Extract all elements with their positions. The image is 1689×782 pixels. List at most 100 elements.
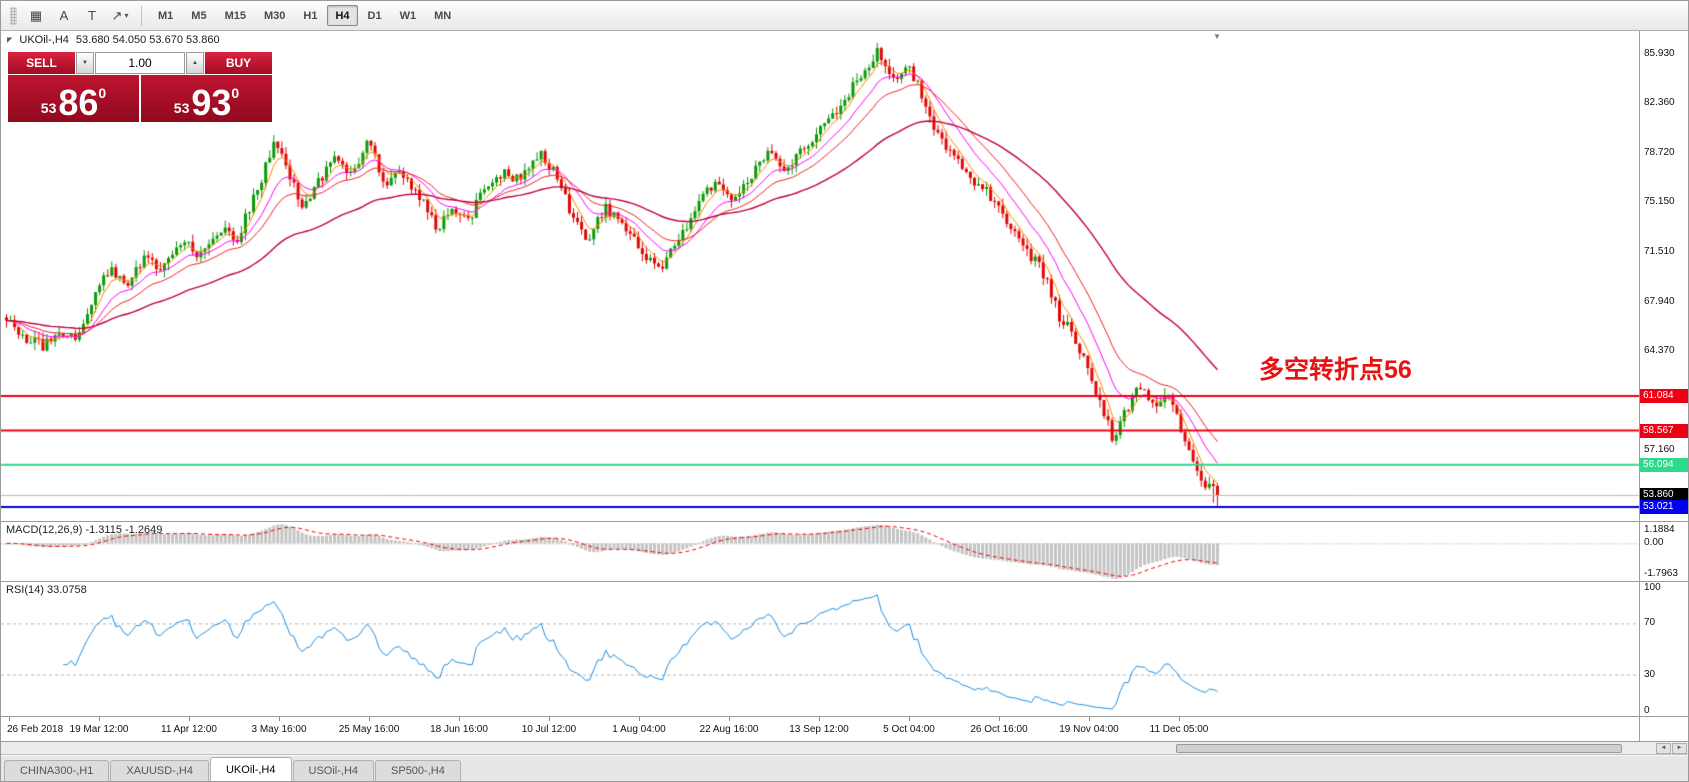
text-label-icon[interactable]: A: [51, 5, 77, 27]
price-tick-label: 64.370: [1644, 344, 1675, 356]
bid-big-digits: 86: [58, 81, 99, 123]
rsi-pane: RSI(14) 33.0758 100 70 30 0: [1, 582, 1688, 717]
time-label: 19 Mar 12:00: [69, 724, 129, 735]
macd-canvas[interactable]: [1, 522, 1639, 581]
price-level-label: 53.860: [1640, 488, 1688, 503]
time-tick-mark: [639, 717, 640, 721]
price-chart-canvas[interactable]: [1, 31, 1639, 521]
time-axis[interactable]: 26 Feb 2018 19 Mar 12:00 11 Apr 12:00 3 May…: [1, 717, 1688, 742]
time-label: 5 Oct 04:00: [883, 724, 935, 735]
tab-china300-h1[interactable]: CHINA300-,H1: [4, 760, 110, 781]
time-label: 25 May 16:00: [338, 724, 400, 735]
chart-symbol-period: UKOil-,H4: [19, 34, 69, 46]
one-click-trading-panel: SELL ▼ ▲ BUY 53 86 0 53: [8, 52, 272, 122]
time-tick-mark: [189, 717, 190, 721]
scrollbar-track[interactable]: [2, 742, 1655, 754]
buy-button[interactable]: BUY: [205, 52, 272, 74]
chart-marker-icon: ◤: [7, 37, 13, 44]
pattern-icon[interactable]: ▦: [23, 5, 49, 27]
time-tick-mark: [9, 717, 10, 721]
time-label: 10 Jul 12:00: [521, 724, 577, 735]
rsi-scale-label: 30: [1644, 668, 1656, 680]
timeframe-mn-button[interactable]: MN: [434, 9, 452, 22]
rsi-plot: RSI(14) 33.0758: [1, 582, 1639, 716]
timeframe-h4-button[interactable]: H4: [327, 5, 358, 26]
time-axis-corner: [1639, 717, 1688, 741]
time-label: 11 Apr 12:00: [161, 724, 217, 735]
price-tick-label: 57.160: [1644, 443, 1675, 455]
chart-tab-bar: CHINA300-,H1 XAUUSD-,H4 UKOil-,H4 USOil-,H4…: [1, 755, 1688, 781]
price-tick-label: 85.930: [1644, 47, 1675, 59]
tab-sp500-h4[interactable]: SP500-,H4: [375, 760, 461, 781]
macd-scale-label: -1.7963: [1644, 568, 1678, 579]
chart-workspace: ◤ UKOil-,H4 53.680 54.050 53.670 53.860 …: [1, 31, 1688, 742]
time-axis-labels: 26 Feb 2018 19 Mar 12:00 11 Apr 12:00 3 May…: [1, 717, 1639, 741]
timeframe-w1-button[interactable]: W1: [399, 9, 417, 22]
ask-superscript: 0: [231, 85, 240, 101]
macd-plot: MACD(12,26,9) -1.3115 -1.2649: [1, 522, 1639, 581]
volume-input[interactable]: [95, 52, 185, 74]
tab-usoil-h4[interactable]: USOil-,H4: [292, 760, 375, 781]
buy-price-display[interactable]: 53 93 0: [141, 75, 272, 122]
time-label: 26 Feb 2018: [7, 724, 64, 735]
time-tick-mark: [549, 717, 550, 721]
order-entry-row: SELL ▼ ▲ BUY: [8, 52, 272, 74]
timeframe-m1-button[interactable]: M1: [158, 9, 174, 22]
drawing-tools-group: ▦ A T ↗ ▾: [22, 5, 134, 27]
timeframe-m5-button[interactable]: M5: [191, 9, 207, 22]
bid-superscript: 0: [98, 85, 107, 101]
price-tick-label: 71.510: [1644, 246, 1675, 258]
macd-label: MACD(12,26,9) -1.3115 -1.2649: [6, 524, 163, 536]
macd-scale-label: 0.00: [1644, 537, 1664, 549]
rsi-canvas[interactable]: [1, 582, 1639, 716]
time-label: 13 Sep 12:00: [789, 724, 849, 735]
price-axis[interactable]: 85.930 82.360 78.720 75.150 71.510 67.940 64.3…: [1639, 31, 1688, 521]
shapes-icon[interactable]: ↗ ▾: [107, 5, 133, 27]
scroll-left-button[interactable]: ◄: [1656, 742, 1671, 754]
ask-prefix: 53: [173, 100, 190, 116]
rsi-scale-label: 100: [1644, 582, 1661, 593]
rsi-scale-label: 0: [1644, 705, 1650, 716]
chart-shift-marker-icon[interactable]: ▼: [1212, 32, 1221, 41]
price-level-label: 53.021: [1640, 499, 1688, 514]
price-level-label: 56.094: [1640, 457, 1688, 472]
time-label: 11 Dec 05:00: [1149, 724, 1209, 735]
price-chart-pane: ◤ UKOil-,H4 53.680 54.050 53.670 53.860 …: [1, 31, 1688, 522]
dropdown-caret-icon: ▾: [124, 11, 129, 20]
volume-decrease-button[interactable]: ▼: [76, 52, 94, 74]
timeframe-group: M1 M5 M15 M30 H1 H4 D1 W1 MN: [149, 5, 460, 26]
price-tick-label: 82.360: [1644, 97, 1675, 109]
price-level-label: 58.567: [1640, 423, 1688, 438]
time-label: 18 Jun 16:00: [430, 724, 488, 735]
chart-annotation-text: 多空转折点56: [1259, 355, 1412, 384]
horizontal-scrollbar: ◄ ►: [1, 742, 1688, 755]
ask-big-digits: 93: [191, 81, 232, 123]
price-tick-label: 78.720: [1644, 147, 1675, 159]
price-level-label: 61.084: [1640, 388, 1688, 403]
price-tick-label: 75.150: [1644, 196, 1675, 208]
text-box-icon[interactable]: T: [79, 5, 105, 27]
volume-increase-button[interactable]: ▲: [186, 52, 204, 74]
macd-pane: MACD(12,26,9) -1.3115 -1.2649 1.1884 0.00…: [1, 522, 1688, 582]
chart-ohlc-values: 53.680 54.050 53.670 53.860: [75, 34, 220, 46]
time-tick-mark: [1089, 717, 1090, 721]
timeframe-m15-button[interactable]: M15: [224, 9, 246, 22]
rsi-axis[interactable]: 100 70 30 0: [1639, 582, 1688, 716]
pattern-icon: ▦: [29, 7, 43, 23]
text-box-icon: T: [88, 8, 96, 23]
tab-xauusd-h4[interactable]: XAUUSD-,H4: [110, 760, 209, 781]
bid-ask-row: 53 86 0 53 93 0: [8, 75, 272, 122]
sell-price-display[interactable]: 53 86 0: [8, 75, 139, 122]
tab-ukoil-h4[interactable]: UKOil-,H4: [209, 757, 292, 781]
rsi-label: RSI(14) 33.0758: [6, 584, 87, 596]
timeframe-h1-button[interactable]: H1: [303, 9, 318, 22]
timeframe-m30-button[interactable]: M30: [263, 9, 286, 22]
sell-button[interactable]: SELL: [8, 52, 75, 74]
toolbar-grip[interactable]: [10, 6, 17, 25]
time-tick-mark: [279, 717, 280, 721]
time-tick-mark: [819, 717, 820, 721]
macd-axis[interactable]: 1.1884 0.00 -1.7963: [1639, 522, 1688, 581]
scroll-right-button[interactable]: ►: [1672, 742, 1687, 754]
timeframe-d1-button[interactable]: D1: [367, 9, 382, 22]
scrollbar-thumb[interactable]: [1175, 743, 1622, 753]
